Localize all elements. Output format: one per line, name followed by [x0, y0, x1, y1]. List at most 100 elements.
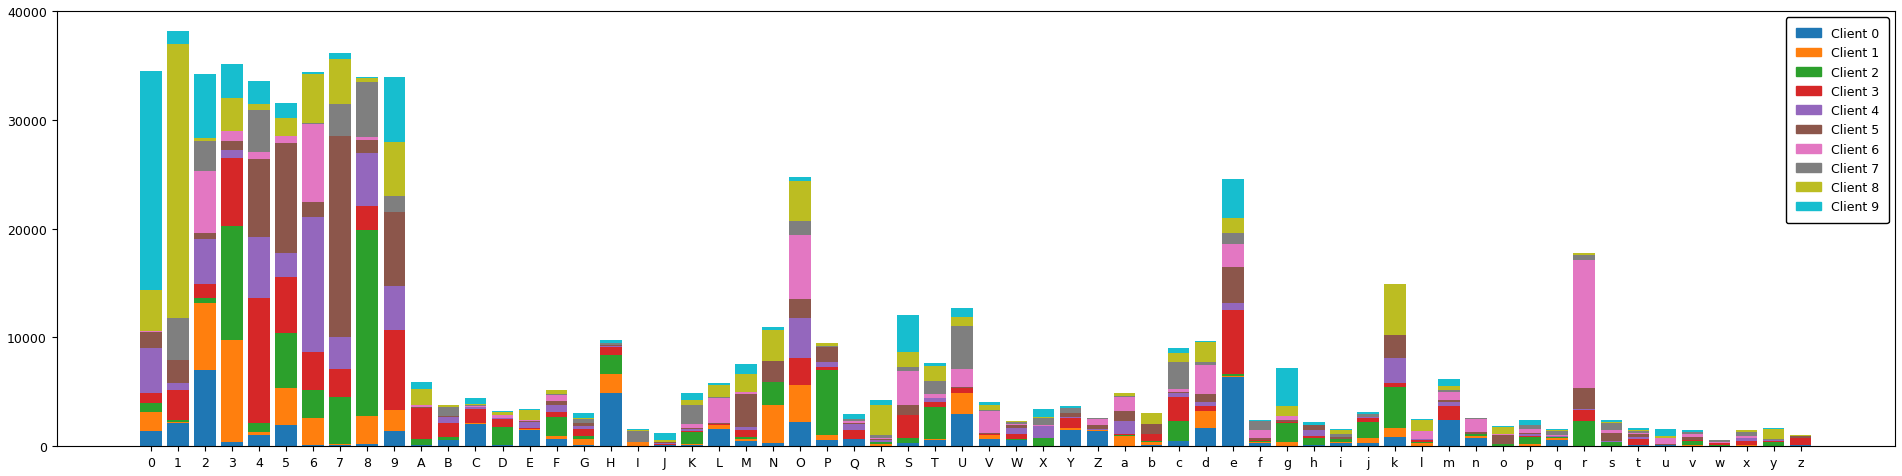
Bar	[599, 355, 622, 374]
Bar	[302, 390, 323, 418]
Bar	[1628, 431, 1649, 433]
Bar	[816, 435, 839, 440]
Bar	[1465, 438, 1487, 446]
Bar	[978, 439, 1000, 446]
Bar	[276, 137, 297, 144]
Bar	[1546, 431, 1567, 436]
Bar	[384, 197, 405, 212]
Bar	[789, 358, 810, 386]
Bar	[1059, 428, 1080, 430]
Bar	[1194, 407, 1217, 411]
Bar	[1276, 442, 1297, 446]
Bar	[302, 125, 323, 202]
Bar	[356, 444, 378, 446]
Bar	[978, 433, 1000, 434]
Bar	[356, 154, 378, 207]
Bar	[1385, 437, 1406, 446]
Bar	[249, 110, 270, 153]
Bar	[599, 340, 622, 343]
Bar	[1221, 179, 1244, 218]
Bar	[167, 383, 188, 390]
Bar	[1385, 285, 1406, 336]
Bar	[194, 240, 215, 285]
Bar	[1790, 438, 1811, 445]
Bar	[1221, 304, 1244, 310]
Bar	[871, 435, 892, 438]
Bar	[1006, 440, 1027, 446]
Bar	[734, 394, 757, 427]
Bar	[734, 430, 757, 437]
Bar	[356, 230, 378, 416]
Bar	[1221, 376, 1244, 377]
Bar	[1601, 430, 1622, 433]
Bar	[1059, 413, 1080, 417]
Bar	[194, 171, 215, 234]
Bar	[1168, 348, 1189, 353]
Bar	[167, 420, 188, 422]
Bar	[249, 153, 270, 160]
Bar	[1194, 411, 1217, 427]
Bar	[1059, 408, 1080, 413]
Bar	[924, 367, 945, 381]
Bar	[384, 212, 405, 286]
Bar	[1520, 429, 1541, 433]
Bar	[1033, 426, 1054, 438]
Bar	[1546, 430, 1567, 431]
Bar	[1708, 442, 1731, 443]
Bar	[1601, 423, 1622, 430]
Bar	[493, 415, 514, 418]
Bar	[1737, 441, 1757, 445]
Bar	[951, 393, 974, 414]
Bar	[221, 151, 243, 159]
Bar	[1329, 437, 1352, 438]
Bar	[1465, 432, 1487, 434]
Bar	[1115, 435, 1135, 436]
Bar	[573, 445, 595, 446]
Bar	[978, 402, 1000, 405]
Bar	[411, 406, 432, 407]
Bar	[1601, 442, 1622, 446]
Bar	[356, 141, 378, 154]
Bar	[1628, 433, 1649, 434]
Bar	[1763, 442, 1784, 446]
Bar	[437, 423, 458, 437]
Bar	[1655, 436, 1676, 438]
Bar	[708, 425, 730, 429]
Bar	[1303, 423, 1324, 425]
Bar	[871, 442, 892, 444]
Bar	[519, 421, 540, 422]
Bar	[141, 348, 162, 393]
Bar	[249, 433, 270, 435]
Bar	[1358, 415, 1379, 417]
Bar	[546, 439, 567, 446]
Bar	[1520, 436, 1541, 437]
Bar	[789, 386, 810, 422]
Bar	[1115, 421, 1135, 435]
Bar	[221, 132, 243, 142]
Bar	[843, 439, 865, 446]
Bar	[789, 318, 810, 358]
Bar	[1411, 420, 1432, 431]
Bar	[1681, 432, 1704, 434]
Bar	[221, 99, 243, 132]
Bar	[437, 417, 458, 423]
Bar	[1520, 435, 1541, 436]
Bar	[1655, 444, 1676, 445]
Bar	[1520, 437, 1541, 444]
Bar	[276, 333, 297, 388]
Bar	[573, 429, 595, 436]
Bar	[1385, 383, 1406, 387]
Bar	[898, 367, 919, 371]
Bar	[464, 407, 487, 409]
Bar	[1763, 429, 1784, 439]
Bar	[816, 347, 839, 363]
Bar	[1601, 422, 1622, 423]
Bar	[1329, 435, 1352, 437]
Bar	[1520, 433, 1541, 435]
Bar	[276, 388, 297, 425]
Bar	[1194, 394, 1217, 402]
Bar	[464, 398, 487, 404]
Bar	[1681, 441, 1704, 445]
Bar	[1573, 255, 1596, 261]
Bar	[1438, 379, 1461, 386]
